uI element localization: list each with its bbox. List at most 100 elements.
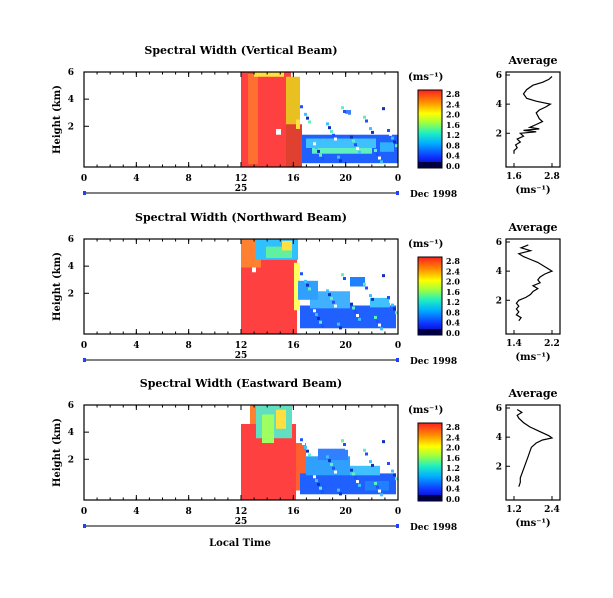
panel-title: Spectral Width (Northward Beam) — [135, 211, 347, 224]
y-axis-label: Height (km) — [52, 252, 63, 321]
heatmap-speckle — [330, 296, 333, 300]
x-tick-label: 20 — [339, 507, 352, 517]
average-y-tick-label: 2 — [496, 462, 502, 472]
average-y-tick-label: 4 — [496, 433, 502, 443]
average-panel: Average 6 4 2 1.4 2.2 (ms⁻¹) — [496, 221, 561, 363]
y-tick-label: 2 — [68, 289, 74, 299]
colorbar-tick-label: 1.2 — [446, 463, 460, 473]
x-tick-label: 8 — [186, 341, 192, 351]
heatmap-speckle — [304, 445, 307, 449]
average-x-label: (ms⁻¹) — [515, 185, 550, 196]
date-label: Dec 1998 — [410, 190, 457, 200]
date-day-label: 25 — [235, 517, 248, 527]
heatmap-speckle — [313, 142, 316, 146]
colorbar-tick-label: 0.8 — [446, 307, 460, 317]
average-x-label: (ms⁻¹) — [515, 352, 550, 363]
y-tick-label: 4 — [68, 95, 74, 105]
colorbar-tick-label: 1.6 — [446, 453, 460, 463]
heatmap-speckle — [308, 287, 311, 291]
heatmap-speckle — [326, 289, 329, 293]
heatmap-cell-9 — [276, 129, 281, 135]
x-tick-label: 4 — [133, 507, 139, 517]
heatmap-speckle — [380, 327, 383, 331]
average-y-tick-label: 2 — [496, 296, 502, 306]
heatmap-speckle — [363, 115, 366, 119]
average-x-tick-label: 1.2 — [506, 505, 522, 515]
heatmap-speckle — [319, 153, 322, 157]
heatmap-cell-4 — [282, 240, 292, 251]
average-y-tick-label: 4 — [496, 267, 502, 277]
x-tick-label: 20 — [339, 174, 352, 184]
heatmap-speckle — [371, 463, 374, 467]
average-x-tick-label: 1.6 — [506, 172, 522, 182]
heatmap-cell-4 — [286, 124, 302, 167]
heatmap-speckle — [358, 317, 361, 321]
heatmap-speckle — [367, 290, 370, 294]
x-tick-label: 0 — [395, 341, 401, 351]
heatmap-cell-2 — [286, 76, 300, 129]
heatmap-cell-6 — [306, 138, 376, 148]
average-frame — [505, 71, 561, 168]
colorbar-tick-label: 2.0 — [446, 110, 460, 120]
heatmap-speckle — [334, 470, 337, 474]
heatmap-speckle — [382, 107, 385, 111]
colorbar-tick-label: 1.2 — [446, 130, 460, 140]
heatmap-speckle — [313, 309, 316, 313]
heatmap-speckle — [317, 482, 320, 486]
heatmap-speckle — [321, 324, 324, 328]
heatmap-speckle — [374, 148, 377, 152]
heatmap-speckle — [339, 492, 342, 496]
heatmap-region — [241, 239, 398, 334]
heatmap-cell-3 — [254, 72, 284, 77]
colorbar-tick-label: 2.8 — [446, 256, 460, 266]
colorbar-unit: (ms⁻¹) — [408, 72, 443, 83]
panel-title: Spectral Width (Vertical Beam) — [144, 44, 337, 57]
date-bar-end — [396, 524, 399, 528]
colorbar-tick-label: 2.8 — [446, 422, 460, 432]
heatmap-speckle — [345, 446, 348, 450]
average-title: Average — [507, 54, 557, 67]
heatmap-speckle — [350, 468, 353, 472]
heatmap-cell-3 — [266, 246, 292, 258]
colorbar-tick-label: 0.4 — [446, 318, 460, 328]
heatmap-speckle — [350, 135, 353, 139]
colorbar-tick-label: 0.0 — [446, 161, 460, 171]
colorbar-tick-label: 0.8 — [446, 140, 460, 150]
heatmap-cell-11 — [380, 142, 394, 152]
colorbar-tick-label: 0.4 — [446, 151, 460, 161]
heatmap-speckle — [365, 119, 368, 123]
heatmap-speckle — [395, 477, 398, 481]
panel-3: Spectral Width (Eastward Beam)0 4 8 12 16 20 0… — [52, 377, 561, 549]
heatmap-speckle — [380, 493, 383, 497]
average-y-tick-label: 6 — [496, 71, 502, 81]
heatmap-speckle — [302, 109, 305, 113]
heatmap-speckle — [337, 322, 340, 326]
heatmap-region — [241, 72, 398, 167]
heatmap-cell-10 — [296, 119, 300, 129]
y-tick-label: 4 — [68, 428, 74, 438]
heatmap-speckle — [304, 279, 307, 283]
average-title: Average — [507, 221, 557, 234]
heatmap-speckle — [389, 465, 392, 469]
heatmap-speckle — [363, 282, 366, 286]
colorbar-tick-label: 2.4 — [446, 266, 460, 276]
average-y-tick-label: 4 — [496, 100, 502, 110]
heatmap-speckle — [315, 146, 318, 150]
average-y-tick-label: 2 — [496, 129, 502, 139]
heatmap-speckle — [395, 311, 398, 315]
colorbar-tick-label: 2.0 — [446, 443, 460, 453]
heatmap-region — [241, 405, 398, 500]
heatmap-speckle — [391, 469, 394, 473]
colorbar-tick-label: 2.8 — [446, 89, 460, 99]
x-tick-label: 8 — [186, 174, 192, 184]
heatmap-speckle — [332, 300, 335, 304]
heatmap-speckle — [308, 120, 311, 124]
heatmap-speckle — [308, 453, 311, 457]
heatmap-speckle — [343, 277, 346, 280]
x-tick-label: 4 — [133, 174, 139, 184]
heatmap-speckle — [391, 303, 394, 307]
x-tick-label: 16 — [287, 341, 300, 351]
heatmap-cell-6 — [300, 305, 396, 329]
heatmap-speckle — [393, 307, 396, 311]
colorbar-tick-label: 1.6 — [446, 120, 460, 130]
